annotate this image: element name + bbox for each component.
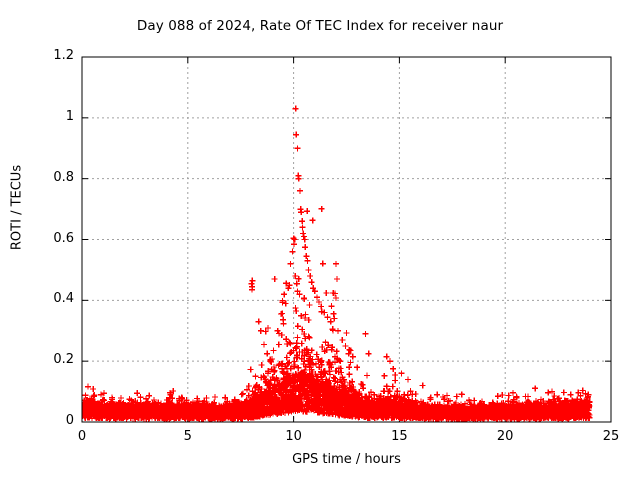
gridlines (82, 57, 611, 422)
x-tick-label: 25 (602, 429, 620, 444)
y-tick-label: 0.6 (53, 230, 74, 246)
plot-frame (81, 56, 612, 423)
y-tick-label: 0 (65, 413, 74, 428)
y-tick-label: 0.8 (53, 169, 74, 185)
x-tick-label: 15 (391, 429, 408, 444)
y-tick-label: 0.2 (53, 352, 74, 368)
y-tick-label: 0.4 (53, 291, 74, 307)
x-tick-label: 20 (496, 429, 514, 444)
x-tick-label: 5 (183, 429, 192, 444)
y-tick-label: 1 (65, 108, 74, 124)
x-tick-label: 0 (77, 429, 87, 444)
y-tick-label: 1.2 (53, 48, 74, 63)
x-axis-label: GPS time / hours (292, 452, 401, 467)
x-tick-label: 10 (285, 429, 302, 444)
data-points (82, 105, 593, 422)
chart-title: Day 088 of 2024, Rate Of TEC Index for r… (136, 18, 504, 34)
